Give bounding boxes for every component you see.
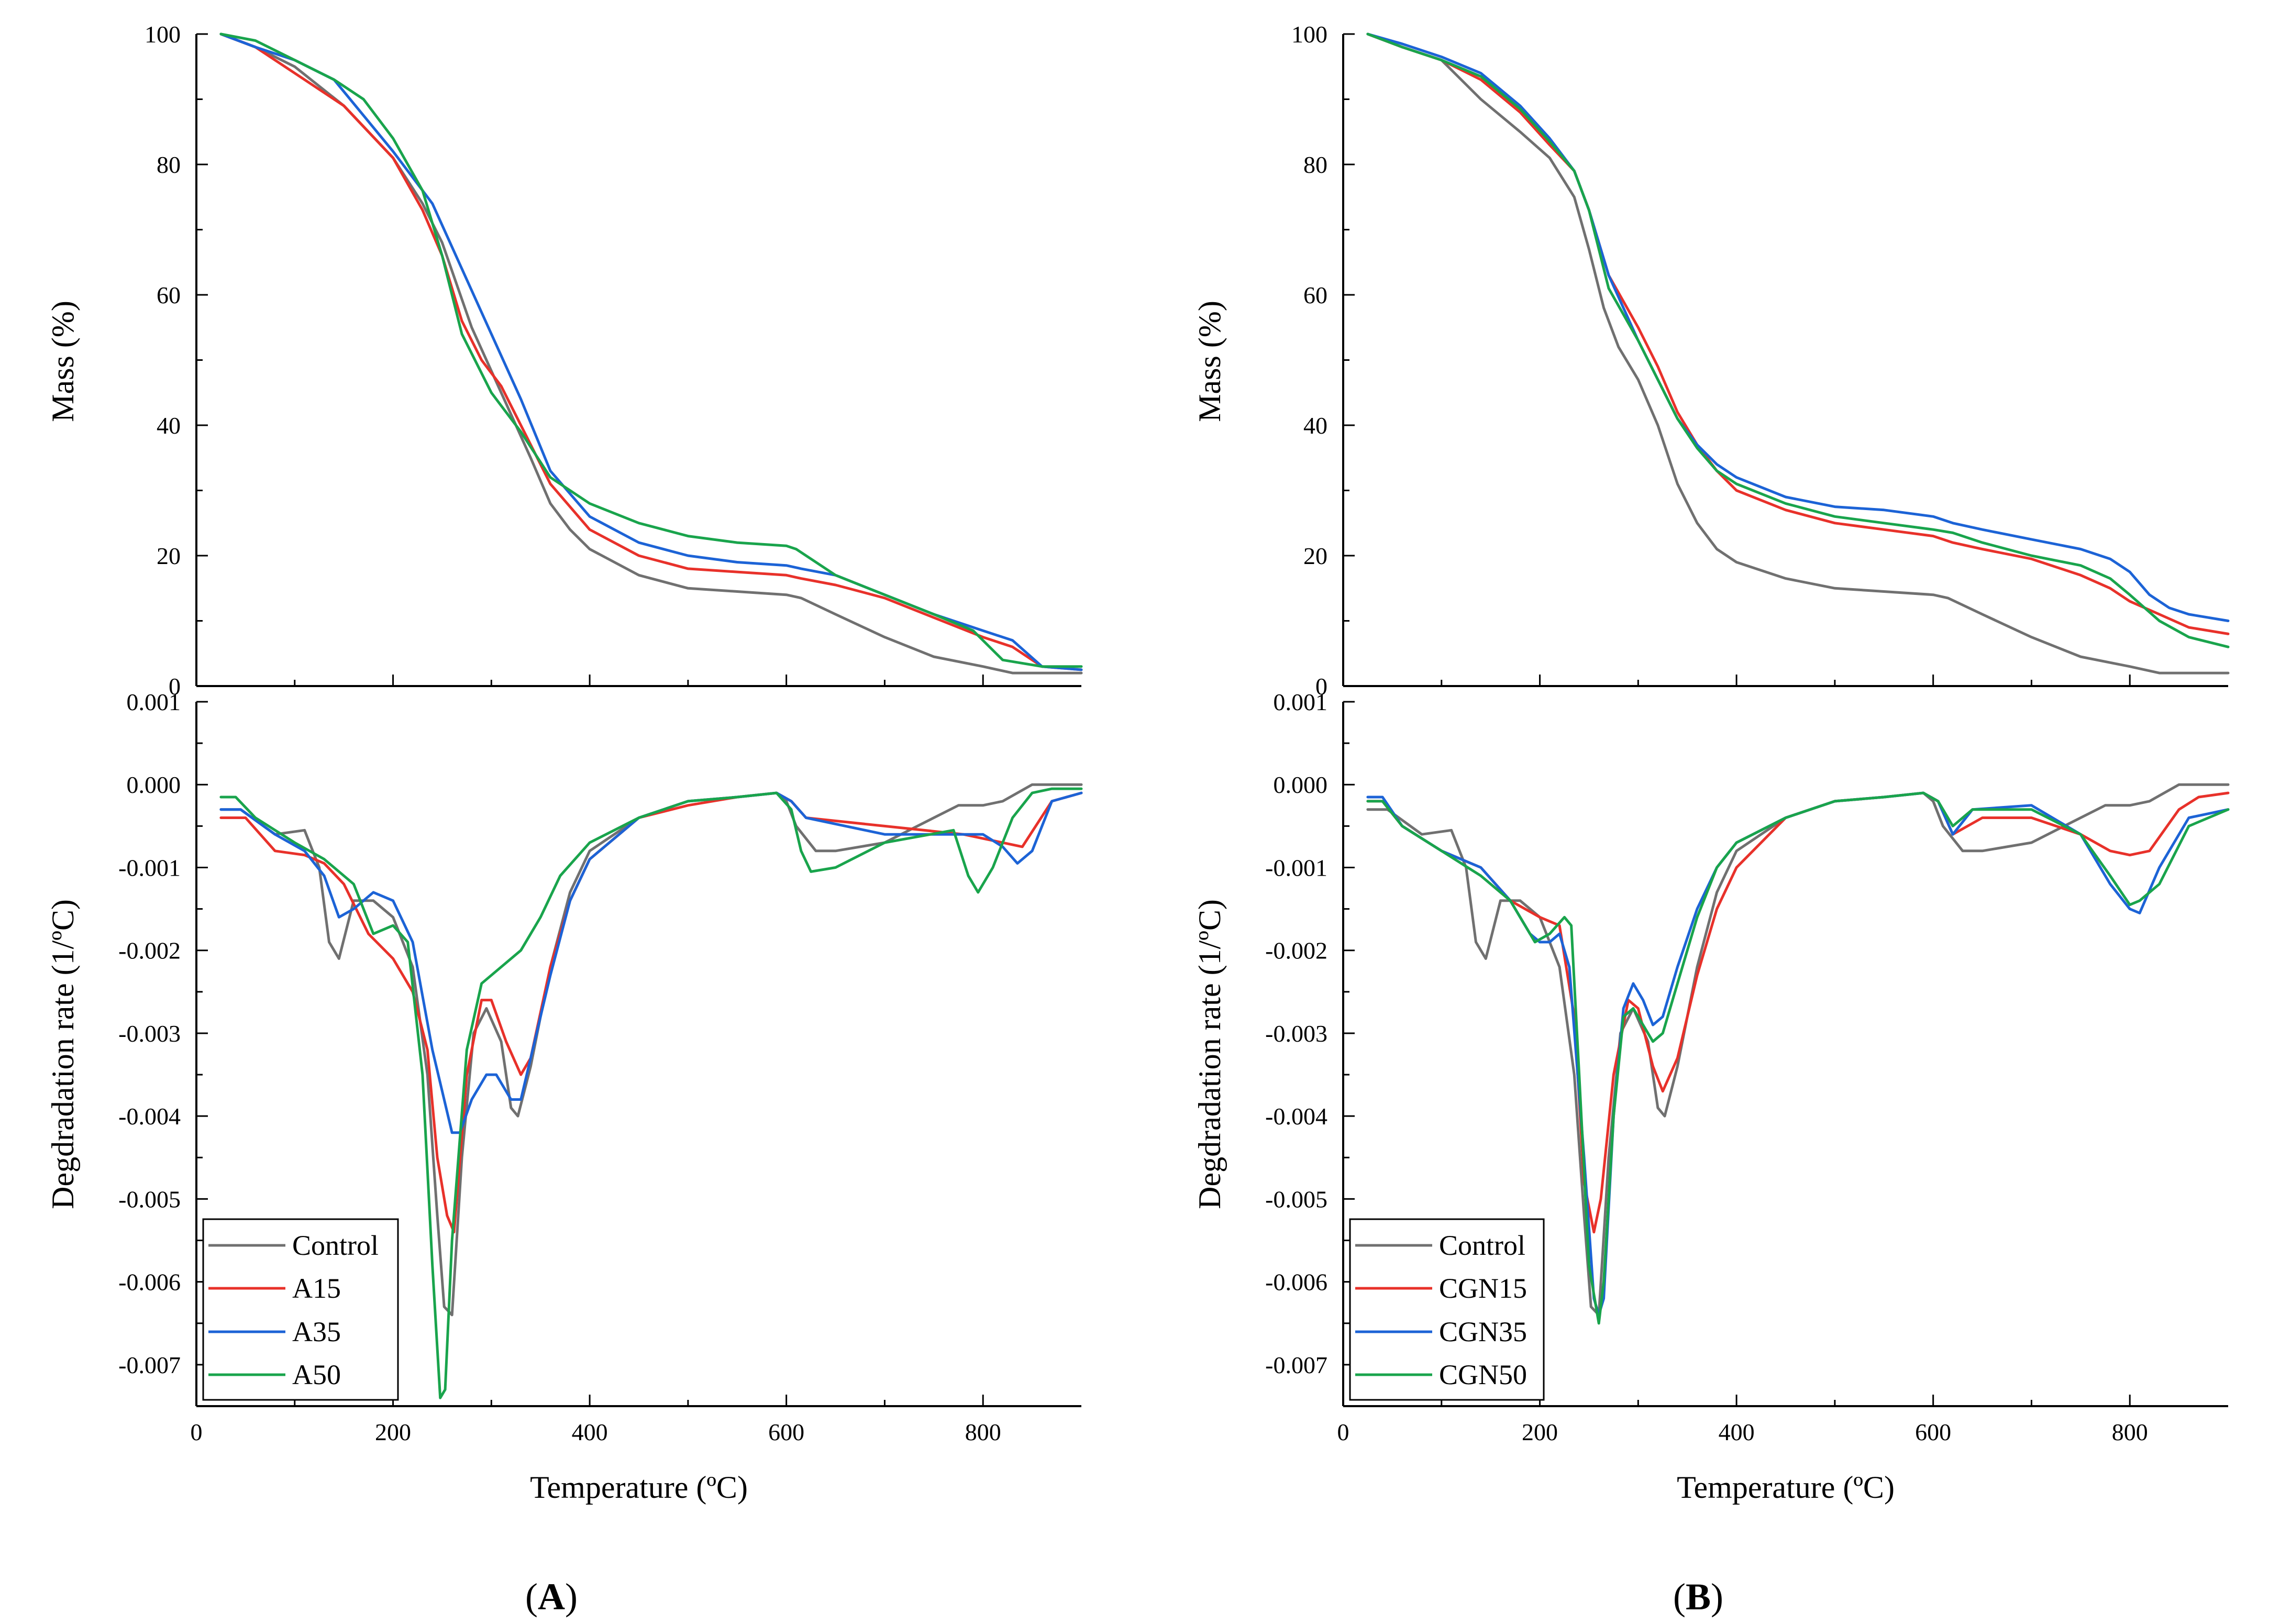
- panel-b-bottom-y-tick-label-1: 0.000: [1274, 771, 1328, 798]
- panel-a-legend-label-0: Control: [292, 1230, 379, 1261]
- panel-a-x-axis-label: Temperature (ºC): [530, 1470, 748, 1505]
- panel-a: 0 20 40 60 80 100 Mass (%) 0.001 0.000 -0.001 -0…: [46, 21, 1083, 1618]
- panel-b-x-tick-label-2: 400: [1719, 1419, 1755, 1445]
- panel-a-label-letter: A: [538, 1576, 565, 1618]
- panel-a-top-series-line-a15: [219, 32, 1083, 671]
- panel-b-bottom-plot: 0.001 0.000 -0.001 -0.002 -0.003 -0.004 -0.005…: [1192, 689, 2230, 1505]
- panel-b-x-tick-label-3: 600: [1915, 1419, 1951, 1445]
- panel-a-top-y-tick-label-1: 20: [157, 543, 181, 569]
- panel-a-bottom-y-tick-label-2: -0.001: [118, 854, 181, 881]
- panel-b-bottom-y-axis-label: Degdradation rate (1/ºC): [1192, 899, 1227, 1209]
- panel-b-legend-label-3: CGN50: [1439, 1359, 1527, 1390]
- panel-a-bottom-series-line-a35: [219, 791, 1083, 1134]
- panel-b-top-y-tick-label-4: 80: [1303, 151, 1327, 178]
- panel-b-bottom-y-tick-label-0: 0.001: [1274, 689, 1328, 715]
- panel-a-top-y-tick-label-0: 0: [169, 673, 181, 700]
- panel-a-bottom-y-tick-label-0: 0.001: [127, 689, 181, 715]
- panel-a-legend-box: [202, 1218, 399, 1401]
- panel-b-bottom-series-line-control: [1366, 783, 2230, 1317]
- panel-a-legend: Control A15 A35 A50: [202, 1218, 399, 1401]
- panel-b-bottom-series-line-cgn35: [1366, 791, 2230, 1317]
- panel-a-bottom-series: [219, 783, 1083, 1399]
- panel-a-x-ticks: 0 200 400 600 800: [191, 1395, 1001, 1445]
- panel-b-legend-label-1: CGN15: [1439, 1273, 1527, 1304]
- panel-a-bottom-y-axis-label: Degdradation rate (1/ºC): [46, 899, 80, 1209]
- panel-b-x-axis-label: Temperature (ºC): [1677, 1470, 1895, 1505]
- panel-b-legend-box: [1349, 1218, 1545, 1401]
- panel-b-top-series-line-cgn15: [1366, 32, 2230, 635]
- panel-b-bottom-y-tick-label-6: -0.005: [1265, 1186, 1327, 1212]
- panel-b-legend-label-2: CGN35: [1439, 1316, 1527, 1347]
- panel-b-bottom-y-tick-label-4: -0.003: [1265, 1020, 1327, 1047]
- panel-b-label-letter: B: [1686, 1576, 1711, 1618]
- panel-b-top-plot: 0 20 40 60 80 100 Mass (%): [1192, 21, 2230, 700]
- panel-a-top-y-ticks: 0 20 40 60 80 100: [145, 21, 984, 700]
- panel-a-x-tick-label-1: 200: [375, 1419, 411, 1445]
- panel-a-top-series: [219, 32, 1083, 675]
- panel-b-bottom-y-tick-label-7: -0.006: [1265, 1269, 1327, 1296]
- panel-a-bottom-y-tick-label-5: -0.004: [118, 1103, 181, 1130]
- panel-b-top-y-axis-label: Mass (%): [1192, 301, 1227, 422]
- panel-a-legend-label-3: A50: [292, 1359, 341, 1390]
- panel-b-bottom-y-tick-label-3: -0.002: [1265, 937, 1327, 964]
- panel-a-top-y-tick-label-3: 60: [157, 282, 181, 308]
- panel-b-bottom-y-tick-label-5: -0.004: [1265, 1103, 1327, 1130]
- panel-b-x-tick-label-4: 800: [2112, 1419, 2148, 1445]
- panel-b-x-tick-label-1: 200: [1522, 1419, 1558, 1445]
- panel-a-bottom-y-tick-label-8: -0.007: [118, 1352, 181, 1378]
- panel-b-bottom-y-tick-label-2: -0.001: [1265, 854, 1327, 881]
- panel-a-bottom-y-tick-label-1: 0.000: [127, 771, 181, 798]
- panel-a-top-y-tick-label-2: 40: [157, 412, 181, 439]
- panel-b-top-y-tick-label-2: 40: [1303, 412, 1327, 439]
- panel-a-bottom-plot: 0.001 0.000 -0.001 -0.002 -0.003 -0.004 -0.005…: [46, 689, 1083, 1505]
- panel-a-bottom-y-ticks: 0.001 0.000 -0.001 -0.002 -0.003 -0.004 -0.005…: [118, 689, 208, 1407]
- panel-b-top-series-line-cgn35: [1366, 32, 2230, 622]
- panel-b-x-ticks: 0 200 400 600 800: [1337, 1395, 2148, 1445]
- panel-a-bottom-y-tick-label-7: -0.006: [118, 1269, 181, 1296]
- panel-b: 0 20 40 60 80 100 Mass (%) 0.001 0.000 -0.001 -0…: [1192, 21, 2230, 1618]
- panel-b-x-tick-label-0: 0: [1337, 1419, 1349, 1445]
- panel-b-top-y-tick-label-5: 100: [1291, 21, 1327, 48]
- panel-b-bottom-y-tick-label-8: -0.007: [1265, 1352, 1327, 1378]
- panel-b-top-series: [1366, 32, 2230, 675]
- panel-a-top-y-tick-label-5: 100: [145, 21, 181, 48]
- panel-b-top-y-tick-label-0: 0: [1315, 673, 1327, 700]
- panel-a-top-series-line-a50: [219, 32, 1083, 668]
- panel-a-x-tick-label-2: 400: [572, 1419, 608, 1445]
- panel-a-label: (A): [525, 1576, 578, 1618]
- panel-b-bottom-series-line-cgn15: [1366, 791, 2230, 1234]
- panel-a-bottom-y-tick-label-4: -0.003: [118, 1020, 181, 1047]
- panel-b-bottom-y-ticks: 0.001 0.000 -0.001 -0.002 -0.003 -0.004 -0.005…: [1265, 689, 1355, 1407]
- panel-a-bottom-y-tick-label-6: -0.005: [118, 1186, 181, 1212]
- panel-b-top-y-tick-label-1: 20: [1303, 543, 1327, 569]
- panel-b-top-series-line-control: [1366, 32, 2230, 675]
- panel-a-x-tick-label-3: 600: [768, 1419, 804, 1445]
- panel-a-top-y-axis-label: Mass (%): [46, 301, 80, 422]
- panel-a-legend-label-2: A35: [292, 1316, 341, 1347]
- panel-a-x-tick-label-0: 0: [191, 1419, 203, 1445]
- panel-a-x-tick-label-4: 800: [965, 1419, 1001, 1445]
- panel-b-legend-label-0: Control: [1439, 1230, 1525, 1261]
- panel-a-top-y-tick-label-4: 80: [157, 151, 181, 178]
- panel-b-legend: Control CGN15 CGN35 CGN50: [1349, 1218, 1545, 1401]
- panel-b-bottom-series: [1366, 783, 2230, 1325]
- panel-a-top-plot: 0 20 40 60 80 100 Mass (%): [46, 21, 1083, 700]
- panel-a-legend-label-1: A15: [292, 1273, 341, 1304]
- panel-a-bottom-series-line-control: [219, 783, 1083, 1317]
- panel-a-bottom-y-tick-label-3: -0.002: [118, 937, 181, 964]
- panel-b-label: (B): [1673, 1576, 1723, 1618]
- panel-b-top-y-tick-label-3: 60: [1303, 282, 1327, 308]
- panel-b-top-series-line-cgn50: [1366, 32, 2230, 648]
- panel-b-bottom-series-line-cgn50: [1366, 791, 2230, 1325]
- panel-a-bottom-series-line-a50: [219, 787, 1083, 1399]
- panel-b-top-y-ticks: 0 20 40 60 80 100: [1291, 21, 2131, 700]
